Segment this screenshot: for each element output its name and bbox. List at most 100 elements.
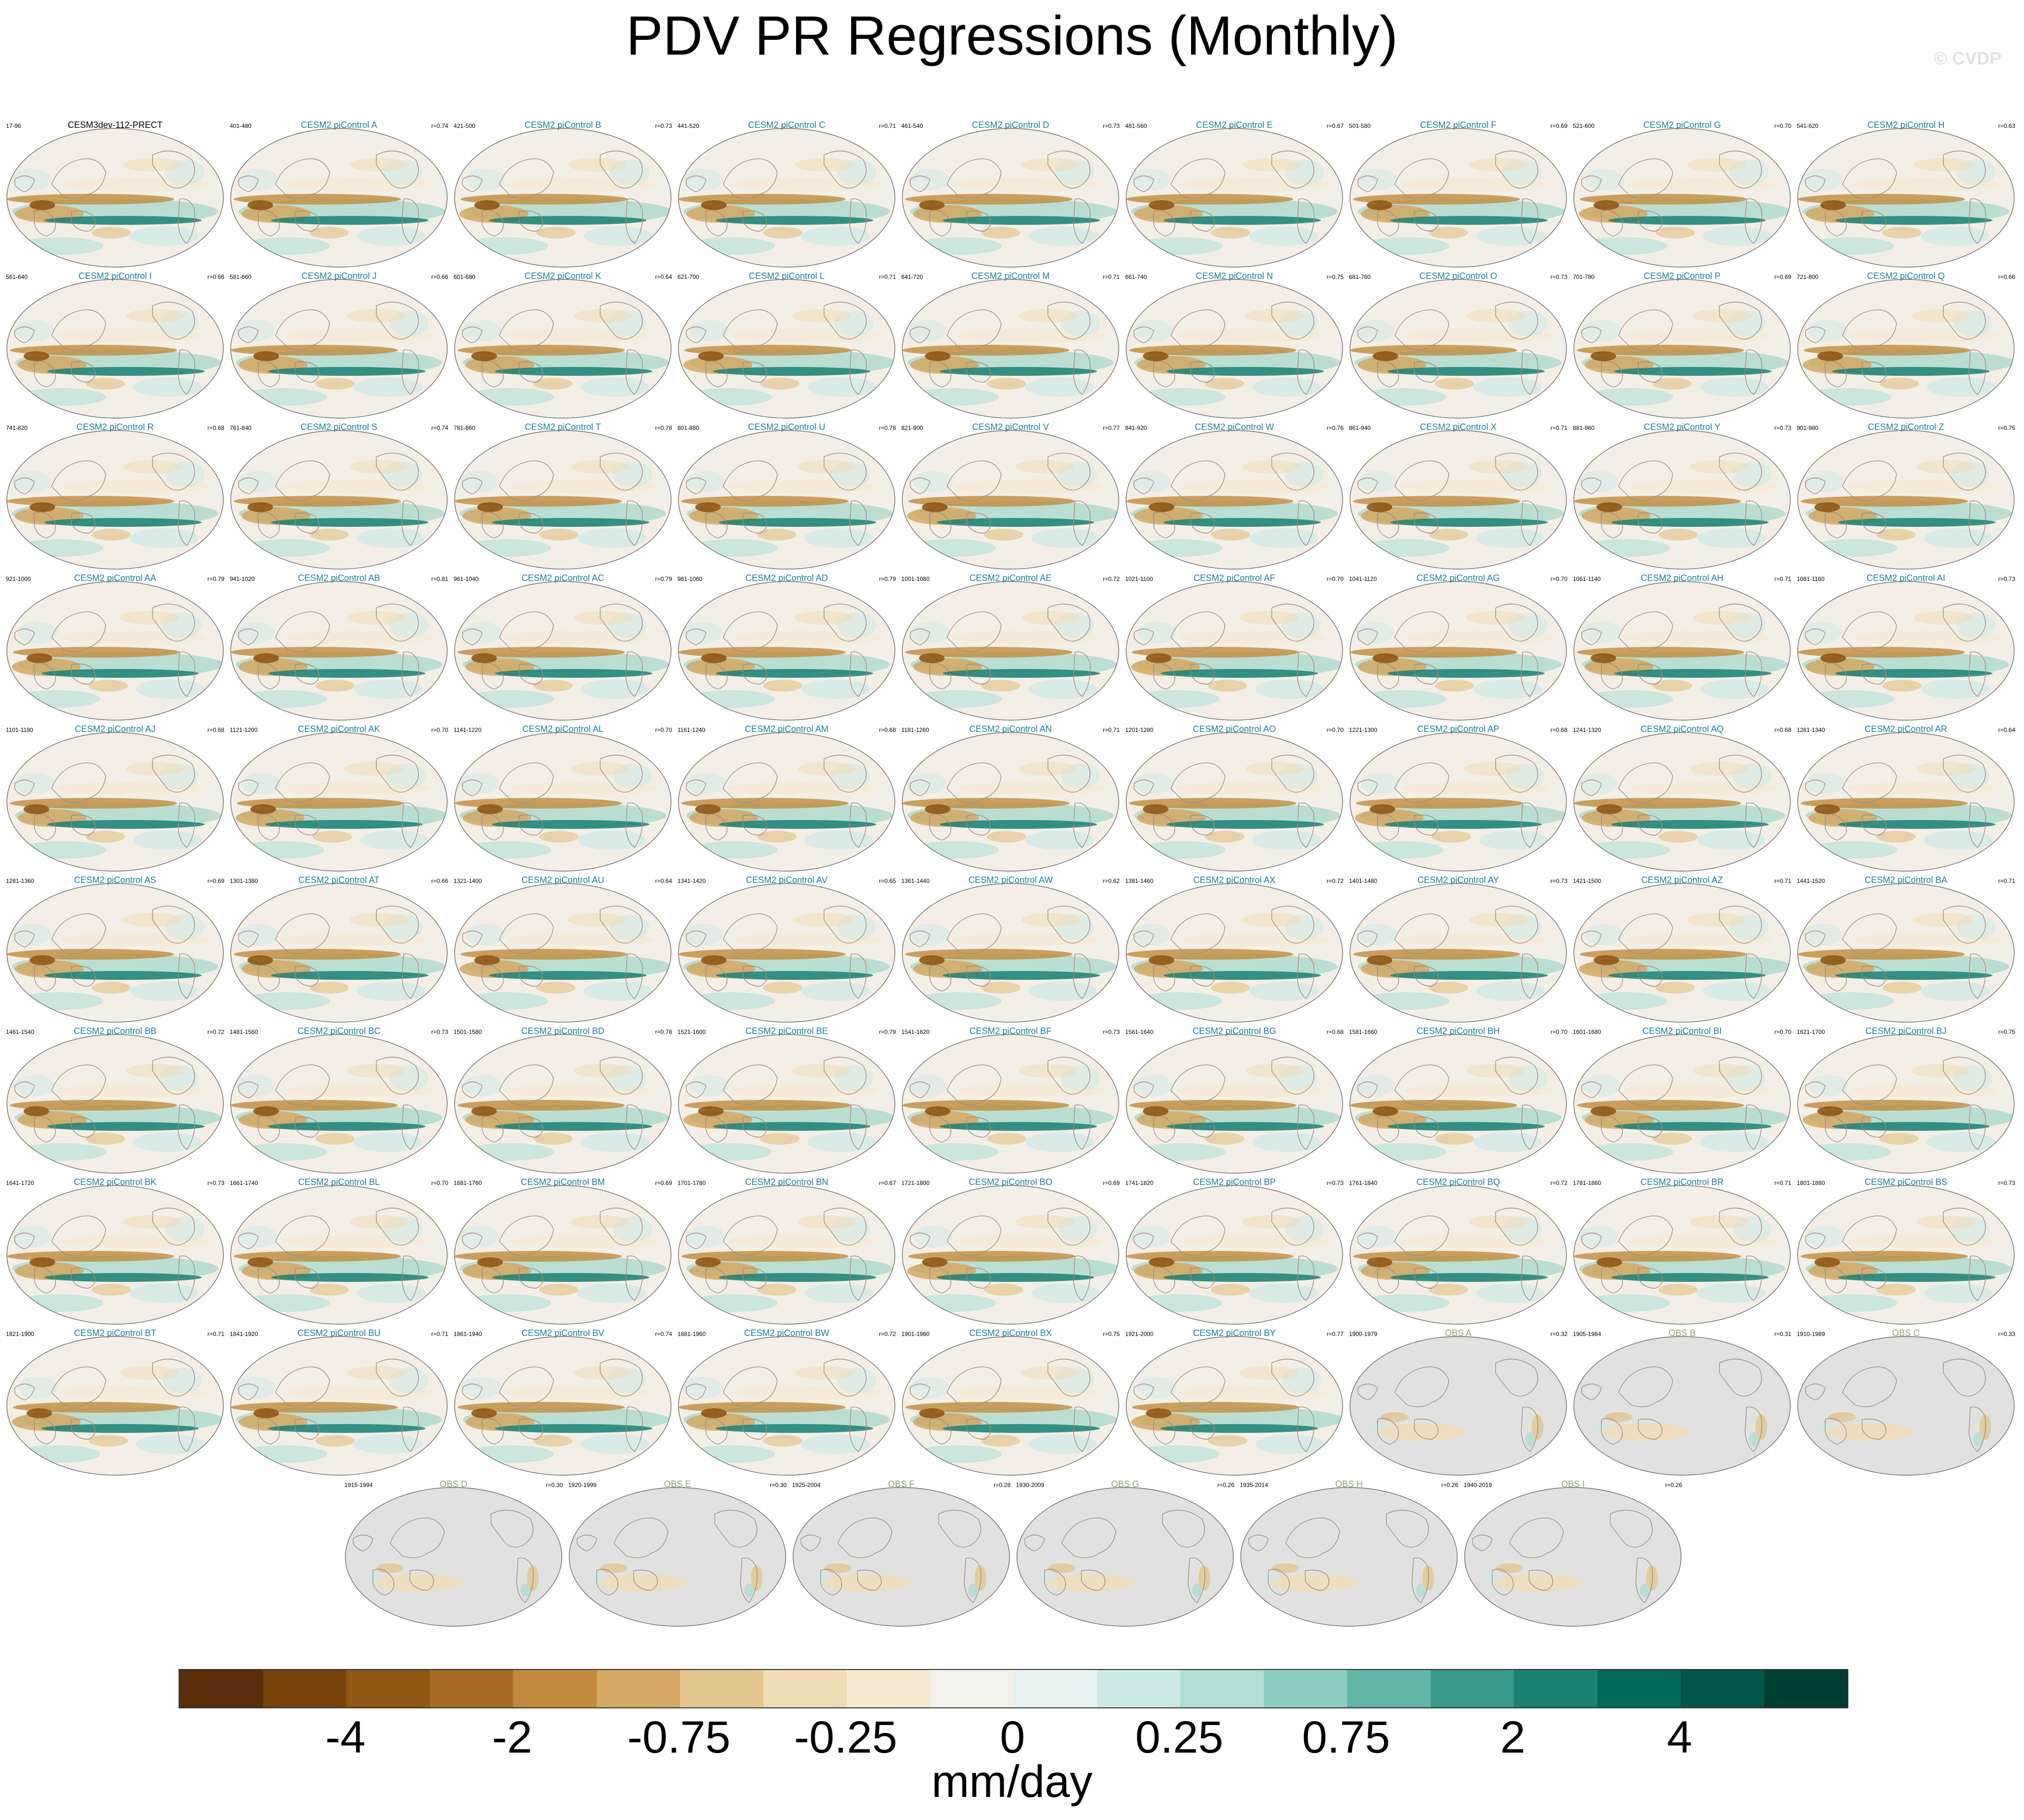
panel-title: CESM2 piControl BT [74,1328,156,1338]
panel-title: OBS I [1561,1479,1585,1489]
map-globe [230,581,448,721]
panel-years: 1221-1300 [1349,727,1378,733]
map-panel: CESM2 piControl AU 1321-1400 r=0.64 [453,875,673,1024]
colorbar-swatch [513,1670,597,1707]
panel-pattern-correlation: r=0.70 [431,727,448,733]
panel-years: 1501-1580 [454,1029,482,1035]
panel-pattern-correlation: r=0.74 [431,122,448,129]
panel-title: CESM2 piControl J [301,271,377,281]
panel-title: CESM2 piControl AN [969,724,1052,734]
panel-title: CESM2 piControl AB [298,573,380,583]
panel-pattern-correlation: r=0.78 [879,425,896,431]
map-panel: CESM2 piControl Z 901-980 r=0.75 [1796,422,2016,571]
panel-title: CESM2 piControl Q [1867,271,1945,281]
map-globe [1797,883,2015,1023]
map-panel: CESM2 piControl BL 1661-1740 r=0.70 [229,1177,449,1326]
panel-title: CESM2 piControl BN [745,1177,828,1187]
map-globe [454,430,672,570]
panel-title: CESM2 piControl AE [969,573,1052,583]
panel-title: CESM2 piControl T [524,422,601,432]
colorbar-tick-label: -0.25 [794,1712,897,1762]
panel-pattern-correlation: r=0.65 [879,878,896,884]
panel-pattern-correlation: r=0.70 [1774,1029,1791,1035]
map-panel: CESM2 piControl Y 881-960 r=0.73 [1572,422,1792,571]
map-panel: CESM2 piControl E 481-560 r=0.67 [1124,120,1345,269]
panel-title: CESM2 piControl N [1196,271,1273,281]
panel-pattern-correlation: r=0.72 [207,1029,224,1035]
map-panel: CESM2 piControl D 461-540 r=0.73 [900,120,1121,269]
panel-pattern-correlation: r=0.75 [1998,425,2015,431]
panel-title: CESM2 piControl AO [1193,724,1276,734]
map-globe [1126,128,1343,268]
colorbar-swatch [180,1670,263,1707]
panel-title: CESM2 piControl BK [73,1177,157,1187]
panel-years: 1761-1840 [1349,1180,1378,1186]
panel-years: 1930-2009 [1016,1482,1044,1488]
panel-pattern-correlation: r=0.66 [431,878,448,884]
map-globe [902,1336,1119,1476]
panel-years: 1561-1640 [1125,1029,1154,1035]
panel-years: 1681-1760 [454,1180,482,1186]
map-globe [1797,1336,2015,1476]
map-panel: CESM2 piControl BX 1901-1980 r=0.75 [900,1328,1121,1477]
panel-years: 501-580 [1349,122,1371,129]
panel-title: CESM2 piControl B [524,120,602,130]
panel-years: 481-560 [1125,122,1147,129]
panel-pattern-correlation: r=0.63 [1998,122,2015,129]
map-panel: CESM2 piControl BF 1541-1620 r=0.73 [900,1026,1121,1175]
panel-title: CESM2 piControl AG [1416,573,1500,583]
map-panel: CESM2 piControl BG 1561-1640 r=0.68 [1124,1026,1345,1175]
panel-pattern-correlation: r=0.74 [431,425,448,431]
panel-years: 1801-1880 [1797,1180,1825,1186]
panel-years: 661-740 [1125,273,1147,280]
panel-pattern-correlation: r=0.75 [1326,273,1344,280]
map-globe [902,430,1119,570]
map-panel: CESM2 piControl X 861-940 r=0.71 [1348,422,1568,571]
colorbar-swatch [1597,1670,1681,1707]
panel-years: 581-660 [230,273,252,280]
panel-years: 1121-1200 [230,727,258,733]
map-globe [1126,1336,1343,1476]
map-panel: CESM2 piControl AQ 1241-1320 r=0.68 [1572,724,1792,873]
map-panel: CESM2 piControl BK 1641-1720 r=0.73 [5,1177,225,1326]
panel-title: CESM2 piControl BP [1193,1177,1276,1187]
panel-years: 921-1000 [6,576,31,582]
panel-years: 17-96 [6,122,21,129]
panel-years: 521-600 [1573,122,1595,129]
panel-years: 941-1020 [230,576,255,582]
panel-pattern-correlation: r=0.64 [655,878,672,884]
panel-pattern-correlation: r=0.33 [1998,1331,2015,1337]
panel-years: 601-680 [454,273,476,280]
panel-title: CESM2 piControl BL [298,1177,380,1187]
panel-pattern-correlation: r=0.78 [655,425,672,431]
panel-pattern-correlation: r=0.74 [655,1331,672,1337]
map-panel: CESM2 piControl BA 1441-1520 r=0.71 [1796,875,2016,1024]
panel-title: CESM2 piControl D [972,120,1049,130]
map-globe [678,1185,895,1325]
panel-years: 721-800 [1797,273,1819,280]
panel-pattern-correlation: r=0.68 [879,727,896,733]
panel-pattern-correlation: r=0.79 [879,1029,896,1035]
map-panel: CESM2 piControl BQ 1761-1840 r=0.72 [1348,1177,1568,1326]
panel-title: CESM2 piControl M [971,271,1050,281]
panel-years: 701-780 [1573,273,1595,280]
panel-pattern-correlation: r=0.69 [1550,122,1567,129]
panel-pattern-correlation: r=0.79 [655,576,672,582]
panel-title: CESM2 piControl BB [73,1026,157,1036]
map-panel: CESM2 piControl B 421-500 r=0.73 [453,120,673,269]
panel-title: CESM2 piControl BH [1416,1026,1500,1036]
colorbar-swatch [596,1670,680,1707]
map-panel: CESM2 piControl AP 1221-1300 r=0.68 [1348,724,1568,873]
panel-pattern-correlation: r=0.73 [1326,1180,1344,1186]
map-panel: CESM2 piControl BD 1501-1580 r=0.78 [453,1026,673,1175]
map-globe [1126,1034,1343,1174]
map-globe [793,1487,1010,1627]
panel-title: CESM2 piControl AU [521,875,605,885]
panel-title: OBS D [439,1479,467,1489]
panel-pattern-correlation: r=0.71 [207,1331,224,1337]
panel-years: 981-1060 [677,576,703,582]
colorbar-swatch [1681,1670,1764,1707]
panel-title: CESM2 piControl O [1419,271,1498,281]
map-globe [230,430,448,570]
panel-title: CESM2 piControl AM [744,724,829,734]
